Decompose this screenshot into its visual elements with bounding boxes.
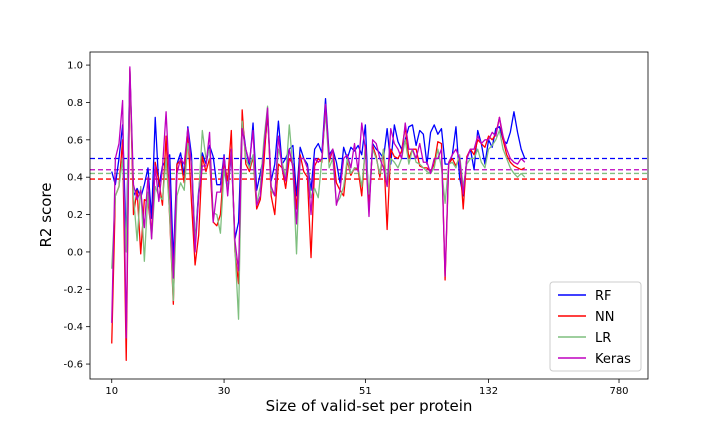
x-tick-label: 132: [479, 386, 498, 397]
legend-box: [549, 281, 642, 372]
y-tick-label: -0.2: [63, 285, 83, 296]
x-tick-label: 780: [609, 386, 628, 397]
x-tick-label: 10: [105, 386, 118, 397]
series-line-rf: [111, 70, 526, 262]
legend: RF NN LR Keras: [549, 281, 642, 372]
y-axis: -0.6 -0.4 -0.2 0.0 0.2 0.4 0.6 0.8 1.0: [63, 61, 90, 371]
plot-area: [90, 66, 648, 361]
series-line-lr: [111, 70, 526, 320]
y-tick-label: 0.4: [67, 173, 83, 184]
legend-label-rf: RF: [595, 289, 612, 304]
legend-label-lr: LR: [595, 331, 611, 346]
y-tick-label: -0.4: [63, 322, 83, 333]
y-axis-label: R2 score: [37, 182, 55, 247]
x-tick-label: 51: [359, 386, 372, 397]
legend-label-keras: Keras: [595, 352, 631, 367]
x-axis: 10 30 51 132 780: [105, 379, 629, 397]
x-axis-label: Size of valid-set per protein: [266, 397, 473, 415]
series-lines: [111, 66, 526, 361]
x-tick-label: 30: [218, 386, 231, 397]
plot-frame: [89, 51, 649, 380]
y-tick-label: -0.6: [63, 360, 83, 371]
y-tick-label: 0.2: [67, 210, 83, 221]
series-line-keras: [111, 66, 526, 339]
y-tick-label: 0.8: [67, 98, 83, 109]
y-tick-label: 0.6: [67, 135, 83, 146]
y-tick-label: 1.0: [67, 61, 83, 72]
y-tick-label: 0.0: [67, 247, 83, 258]
legend-label-nn: NN: [595, 310, 614, 325]
